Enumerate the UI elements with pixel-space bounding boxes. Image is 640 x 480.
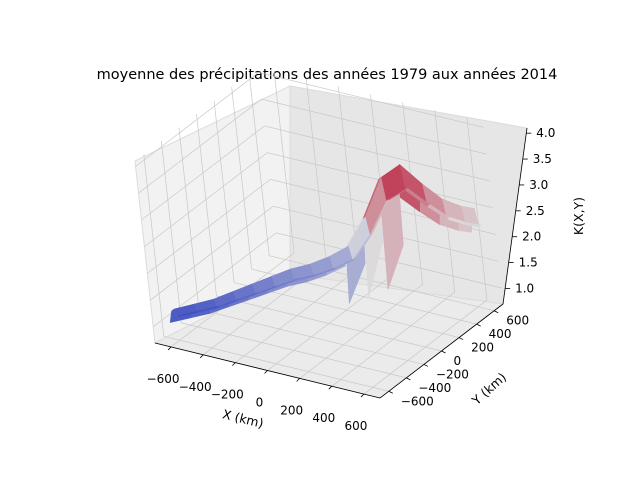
grid-line bbox=[231, 87, 252, 270]
x-axis-ticks: −600−400−200 0 200 400 600 bbox=[147, 346, 367, 433]
y-tick-label: −600 bbox=[401, 394, 434, 408]
x-tick-label: 600 bbox=[344, 419, 367, 433]
grid-line bbox=[305, 78, 327, 261]
x-tick-mark bbox=[360, 393, 365, 398]
grid-line bbox=[150, 205, 499, 301]
grid-line bbox=[331, 291, 455, 387]
grid-line bbox=[213, 100, 235, 283]
grid-line bbox=[196, 113, 217, 297]
grid-line bbox=[143, 154, 165, 337]
x-tick-label: −600 bbox=[147, 372, 180, 386]
y-tick-mark bbox=[458, 337, 464, 340]
surface bbox=[169, 163, 483, 323]
z-tick-label: 4.0 bbox=[536, 126, 555, 140]
y-tick-label: 600 bbox=[506, 314, 529, 328]
chart-title: moyenne des précipitations des années 19… bbox=[97, 67, 558, 83]
y-tick-mark bbox=[476, 323, 481, 327]
z-tick-label: 3.0 bbox=[529, 178, 548, 192]
grid-line bbox=[466, 118, 488, 301]
grid-line bbox=[216, 295, 442, 352]
grid-line bbox=[152, 232, 502, 328]
x-tick-mark bbox=[167, 346, 172, 351]
y-tick-mark bbox=[406, 377, 411, 381]
x-tick-label: 0 bbox=[256, 396, 264, 410]
z-tick-label: 2.0 bbox=[522, 230, 541, 244]
grid-line bbox=[138, 98, 487, 194]
x-tick-label: 200 bbox=[280, 403, 303, 417]
grid-line bbox=[147, 179, 496, 274]
grid-line bbox=[161, 140, 182, 323]
surface-patch bbox=[177, 310, 200, 318]
z-tick-label: 3.5 bbox=[533, 152, 552, 166]
y-axis-label: Y (km) bbox=[468, 369, 509, 408]
y-tick-label: 200 bbox=[471, 341, 494, 355]
grid-line bbox=[299, 284, 423, 379]
y-tick-mark bbox=[388, 390, 393, 394]
x-tick-mark bbox=[328, 385, 333, 390]
y-tick-mark bbox=[494, 310, 499, 314]
grid-line bbox=[141, 125, 490, 221]
grid-line bbox=[178, 127, 200, 310]
y-tick-label: 0 bbox=[454, 354, 462, 368]
x-tick-mark bbox=[296, 378, 300, 382]
x-tick-mark bbox=[264, 370, 268, 374]
x-axis-label: X (km) bbox=[221, 406, 265, 431]
grid-line bbox=[248, 73, 270, 256]
grid-line bbox=[363, 299, 488, 395]
x-tick-mark bbox=[199, 354, 204, 359]
z-axis-ticks: 1.0 1.5 2.0 2.5 3.0 3.5 4.0 bbox=[505, 126, 555, 295]
y-tick-label: −400 bbox=[418, 381, 451, 395]
z-tick-label: 1.5 bbox=[519, 256, 538, 270]
x-tick-mark bbox=[232, 362, 236, 366]
x-tick-label: −400 bbox=[179, 380, 212, 394]
x-tick-label: 400 bbox=[312, 411, 335, 425]
y-tick-mark bbox=[441, 350, 446, 354]
z-axis-label: K(X,Y) bbox=[571, 197, 586, 235]
y-tick-mark bbox=[423, 364, 429, 367]
grid-line bbox=[273, 70, 295, 253]
y-tick-label: 400 bbox=[489, 327, 512, 341]
grid-line bbox=[135, 72, 484, 167]
x-tick-label: −200 bbox=[211, 388, 244, 402]
z-axis-line bbox=[502, 127, 528, 305]
y-tick-label: −200 bbox=[436, 367, 469, 381]
z-tick-label: 2.5 bbox=[526, 204, 545, 218]
z-tick-label: 1.0 bbox=[515, 281, 534, 295]
